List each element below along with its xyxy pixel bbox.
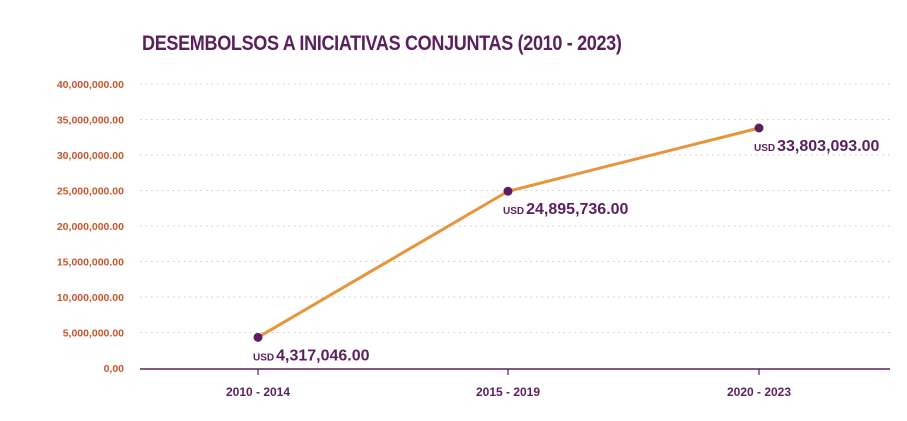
chart-title: DESEMBOLSOS A INICIATIVAS CONJUNTAS (201…: [142, 32, 622, 55]
data-points: [253, 123, 764, 342]
y-tick-label: 30,000,000.00: [57, 150, 124, 162]
data-label-value: 33,803,093.00: [777, 138, 879, 155]
series-line: [256, 126, 761, 339]
y-tick-label: 10,000,000.00: [57, 292, 124, 304]
data-point: [754, 123, 764, 133]
x-tick-label: 2020 - 2023: [727, 385, 791, 399]
y-tick-label: 25,000,000.00: [57, 186, 124, 198]
data-label-value: 24,895,736.00: [526, 201, 628, 218]
y-tick-label: 35,000,000.00: [57, 115, 124, 127]
data-point: [503, 186, 513, 196]
data-label-prefix: USD: [754, 143, 775, 154]
y-tick-label: 15,000,000.00: [57, 257, 124, 269]
y-tick-label: 20,000,000.00: [57, 221, 124, 233]
data-label-value: 4,317,046.00: [276, 347, 370, 364]
data-label-prefix: USD: [503, 206, 524, 217]
y-tick-label: 0,00: [104, 363, 125, 375]
y-axis-ticks: 0,00 5,000,000.00 10,000,000.00 15,000,000.…: [57, 79, 124, 375]
x-axis-ticks: 2010 - 2014 2015 - 2019 2020 - 2023: [226, 369, 791, 399]
x-tick-label: 2015 - 2019: [476, 385, 540, 399]
data-point: [253, 332, 263, 342]
y-tick-label: 5,000,000.00: [63, 328, 124, 340]
series-line-group: [256, 126, 761, 339]
x-tick-label: 2010 - 2014: [226, 385, 290, 399]
y-tick-label: 40,000,000.00: [57, 79, 124, 91]
data-label-prefix: USD: [253, 352, 274, 363]
